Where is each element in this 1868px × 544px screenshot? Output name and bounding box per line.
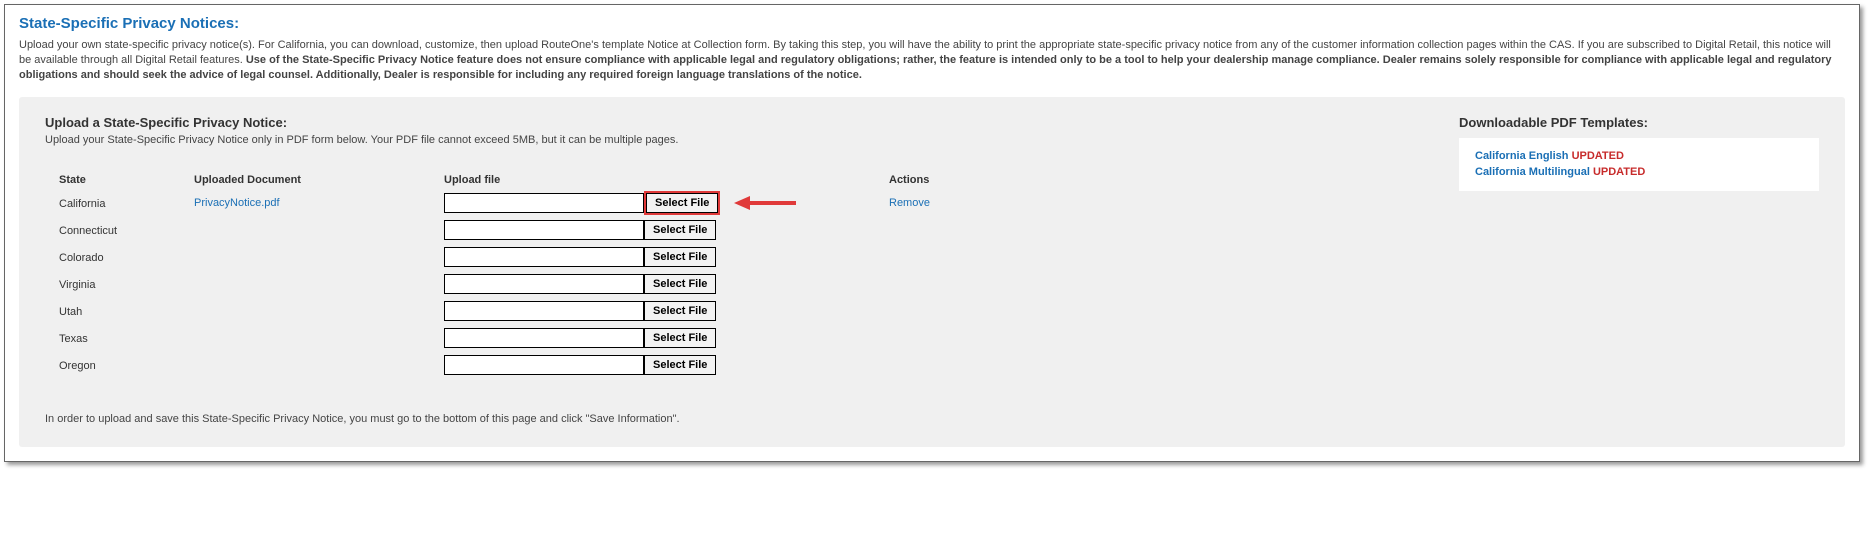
state-cell: Utah: [59, 304, 194, 318]
template-link-california-multilingual[interactable]: California Multilingual: [1475, 166, 1590, 178]
privacy-notices-panel: State-Specific Privacy Notices: Upload y…: [4, 4, 1860, 462]
upload-file-cell: Select File: [444, 274, 889, 294]
file-path-input[interactable]: [444, 355, 644, 375]
select-file-button[interactable]: Select File: [646, 193, 718, 213]
col-state: State: [59, 174, 194, 190]
template-tag: UPDATED: [1593, 166, 1645, 178]
table-row: Texas Select File: [59, 325, 1429, 352]
template-item: California English UPDATED: [1475, 148, 1803, 165]
file-path-input[interactable]: [444, 247, 644, 267]
intro-bold: Use of the State-Specific Privacy Notice…: [19, 54, 1832, 81]
state-cell: Oregon: [59, 358, 194, 372]
col-actions: Actions: [889, 174, 1189, 190]
upload-file-cell: Select File: [444, 220, 889, 240]
upload-file-cell: Select File: [444, 355, 889, 375]
table-row: Connecticut Select File: [59, 217, 1429, 244]
select-file-button[interactable]: Select File: [644, 247, 716, 267]
select-file-button[interactable]: Select File: [644, 301, 716, 321]
uploaded-doc-cell: PrivacyNotice.pdf: [194, 197, 444, 209]
upload-file-cell: Select File: [444, 247, 889, 267]
col-uploaded: Uploaded Document: [194, 174, 444, 190]
state-cell: Virginia: [59, 277, 194, 291]
template-link-california-english[interactable]: California English: [1475, 150, 1569, 162]
table-row: Virginia Select File: [59, 271, 1429, 298]
intro-text: Upload your own state-specific privacy n…: [19, 38, 1845, 83]
upload-subtitle: Upload your State-Specific Privacy Notic…: [45, 134, 1429, 146]
uploaded-doc-link[interactable]: PrivacyNotice.pdf: [194, 197, 280, 209]
file-path-input[interactable]: [444, 301, 644, 321]
upload-panel: Upload a State-Specific Privacy Notice: …: [19, 97, 1845, 447]
select-file-button[interactable]: Select File: [644, 328, 716, 348]
select-file-button[interactable]: Select File: [644, 220, 716, 240]
actions-cell: Remove: [889, 197, 1189, 209]
callout-arrow-icon: [734, 194, 796, 212]
select-file-button[interactable]: Select File: [644, 274, 716, 294]
section-title: State-Specific Privacy Notices:: [19, 15, 1845, 32]
table-row: Oregon Select File: [59, 352, 1429, 379]
remove-link[interactable]: Remove: [889, 197, 930, 209]
select-file-highlight: Select File: [644, 191, 720, 215]
table-row: CaliforniaPrivacyNotice.pdf Select File Re…: [59, 190, 1429, 217]
state-cell: Colorado: [59, 250, 194, 264]
file-path-input[interactable]: [444, 220, 644, 240]
col-upload-file: Upload file: [444, 174, 889, 190]
file-path-input[interactable]: [444, 328, 644, 348]
templates-box: California English UPDATED California Mu…: [1459, 138, 1819, 191]
upload-title: Upload a State-Specific Privacy Notice:: [45, 115, 1429, 130]
template-tag: UPDATED: [1572, 150, 1624, 162]
table-rows: CaliforniaPrivacyNotice.pdf Select File Re…: [59, 190, 1429, 379]
select-file-button[interactable]: Select File: [644, 355, 716, 375]
state-cell: Texas: [59, 331, 194, 345]
table-header: State Uploaded Document Upload file Acti…: [59, 174, 1429, 190]
table-row: Colorado Select File: [59, 244, 1429, 271]
state-cell: California: [59, 196, 194, 210]
footer-note: In order to upload and save this State-S…: [45, 413, 1429, 425]
upload-file-cell: Select File: [444, 191, 889, 215]
state-cell: Connecticut: [59, 223, 194, 237]
templates-title: Downloadable PDF Templates:: [1459, 115, 1819, 130]
file-path-input[interactable]: [444, 193, 644, 213]
template-item: California Multilingual UPDATED: [1475, 164, 1803, 181]
file-path-input[interactable]: [444, 274, 644, 294]
table-row: Utah Select File: [59, 298, 1429, 325]
upload-file-cell: Select File: [444, 301, 889, 321]
upload-file-cell: Select File: [444, 328, 889, 348]
